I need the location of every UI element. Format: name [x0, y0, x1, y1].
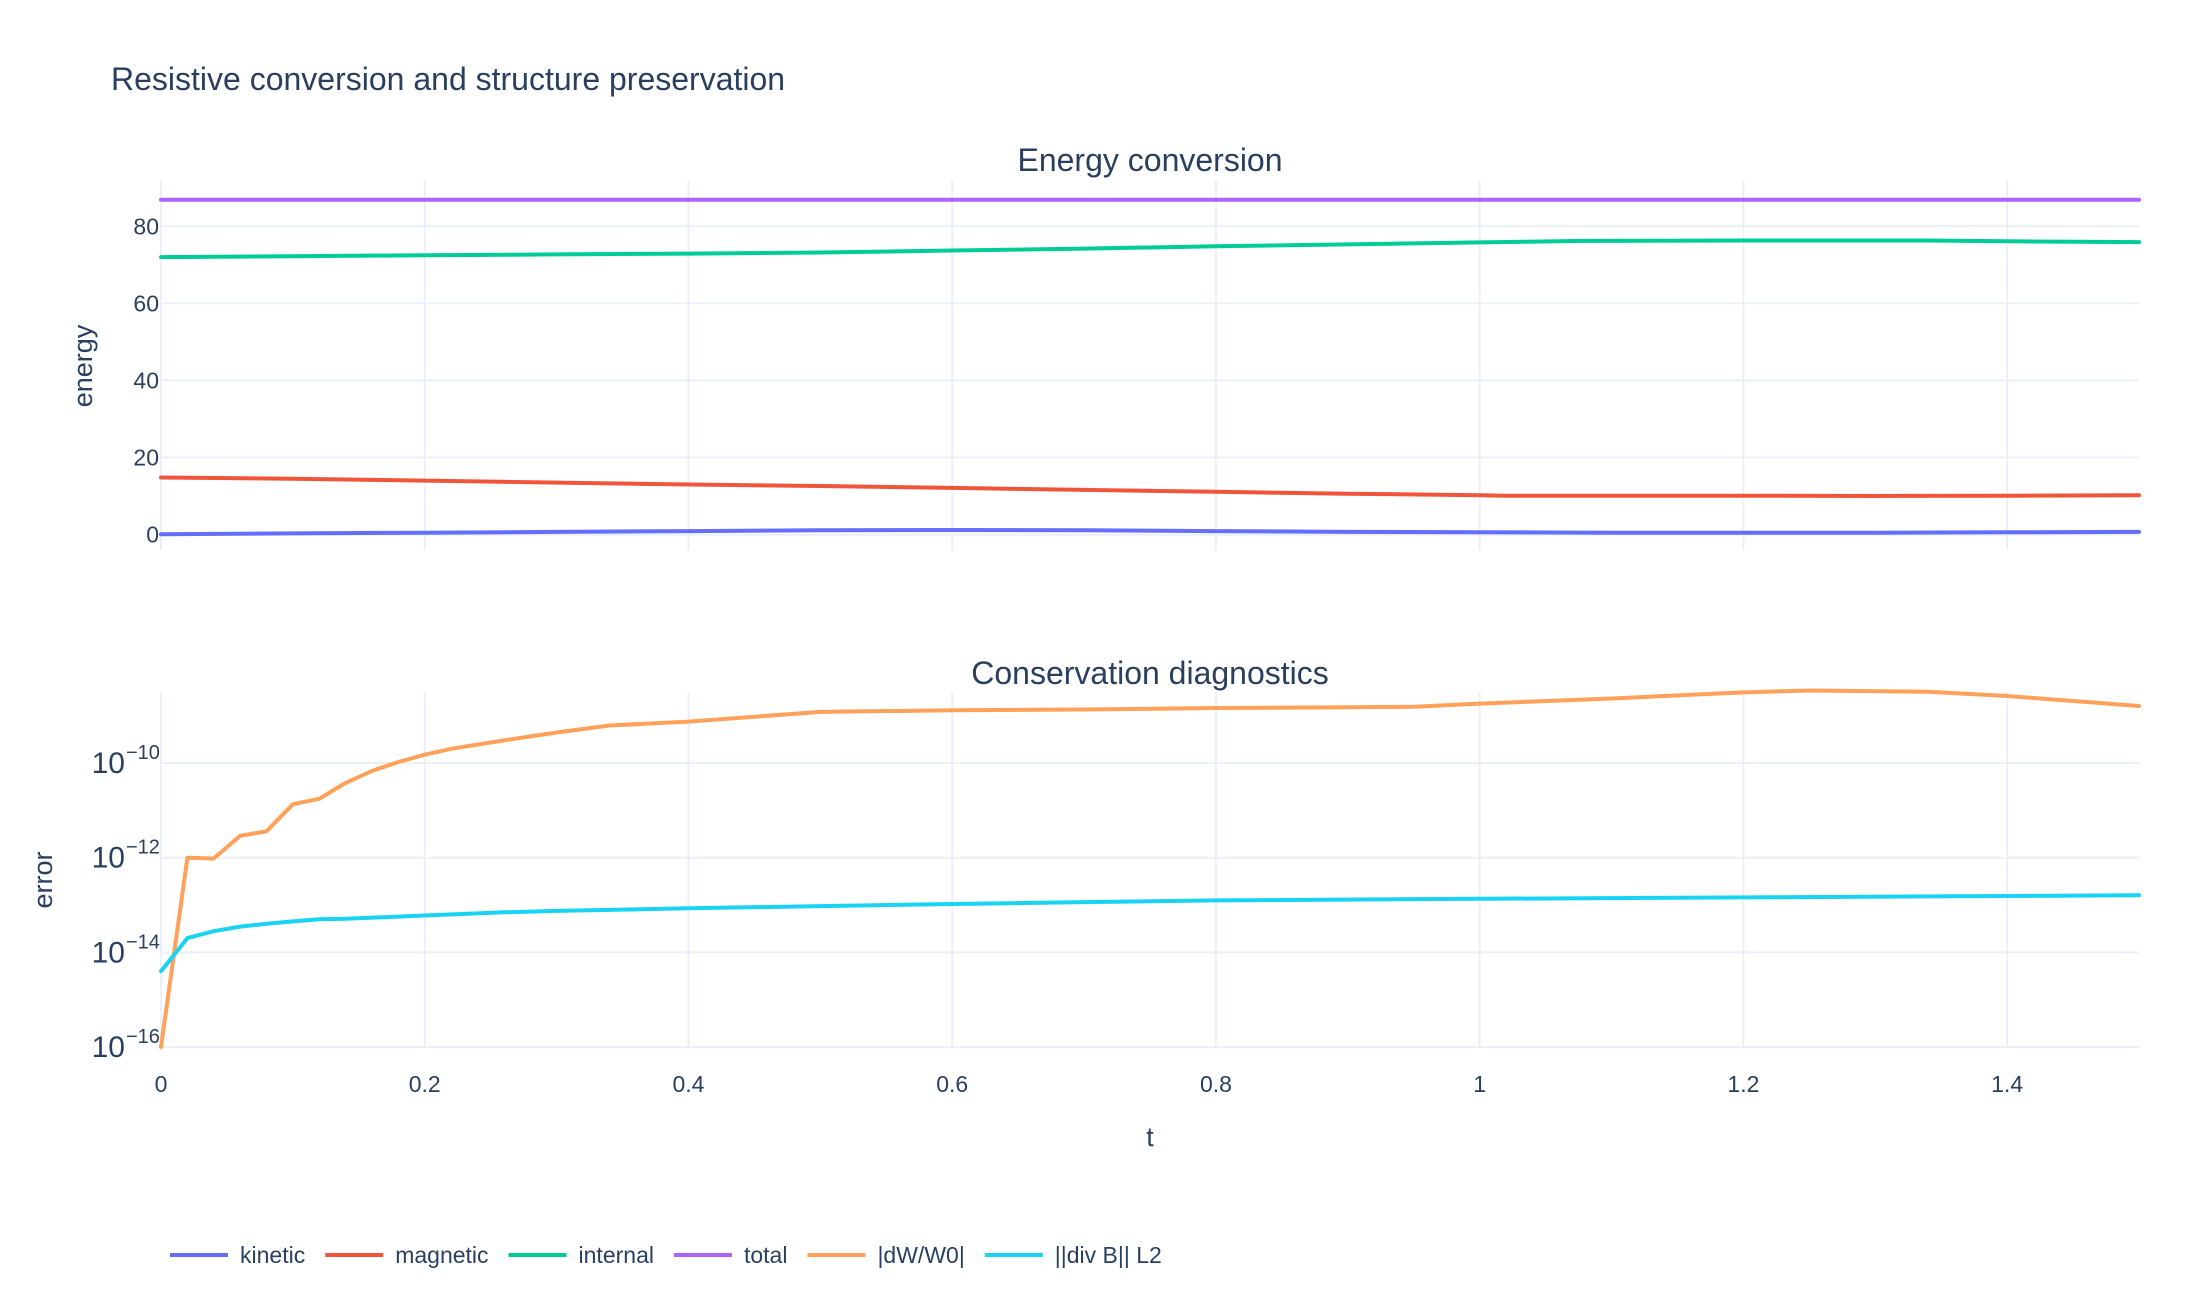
x-tick-label: 0.2 [409, 1071, 441, 1097]
series-line-|dW/W0| [159, 688, 2141, 1049]
legend-label: internal [579, 1242, 654, 1268]
diagnostics-y-tick-label: 10 [92, 1031, 125, 1064]
diagnostics-panel-title: Conservation diagnostics [971, 655, 1329, 691]
legend-label: kinetic [240, 1242, 305, 1268]
series-line-internal [159, 238, 2141, 260]
energy-y-tick-label: 0 [146, 522, 159, 548]
diagnostics-y-axis-title: error [28, 851, 58, 908]
energy-traces [159, 197, 2141, 537]
legend-label: total [744, 1242, 787, 1268]
diagnostics-x-ticks: 0 0.2 0.4 0.6 0.8 1 1.2 1.4 [155, 1071, 2024, 1097]
figure-title: Resistive conversion and structure prese… [111, 61, 785, 97]
diagnostics-y-tick-label: 10 [92, 842, 125, 875]
legend[interactable]: kinetic magnetic internal total |dW/W0| ||div… [170, 1242, 1162, 1268]
x-axis-title: t [1146, 1122, 1154, 1152]
legend-label: magnetic [395, 1242, 488, 1268]
diagnostics-y-tick-exponent: −10 [126, 742, 160, 764]
x-tick-label: 0.6 [936, 1071, 968, 1097]
legend-item[interactable]: total [673, 1242, 787, 1268]
energy-y-tick-label: 80 [133, 213, 159, 239]
energy-y-tick-label: 20 [133, 445, 159, 471]
x-tick-label: 0.4 [672, 1071, 704, 1097]
x-tick-label: 1.4 [1991, 1071, 2023, 1097]
energy-panel: Energy conversion 0 20 40 60 80 energy [68, 142, 2141, 550]
energy-panel-title: Energy conversion [1017, 142, 1282, 178]
energy-y-tick-label: 60 [133, 290, 159, 316]
series-line-||div B|| L2 [159, 893, 2141, 974]
diagnostics-y-tick-label: 10 [92, 936, 125, 969]
energy-y-tick-label: 40 [133, 367, 159, 393]
diagnostics-gridlines [160, 692, 2139, 1048]
diagnostics-y-tick-exponent: −16 [126, 1026, 160, 1048]
energy-y-axis-title: energy [68, 324, 98, 407]
diagnostics-y-tick-exponent: −14 [126, 931, 160, 953]
legend-item[interactable]: magnetic [325, 1242, 489, 1268]
x-tick-label: 1.2 [1727, 1071, 1759, 1097]
series-line-magnetic [159, 475, 2141, 498]
legend-item[interactable]: |dW/W0| [807, 1242, 965, 1268]
legend-item[interactable]: ||div B|| L2 [984, 1242, 1162, 1268]
legend-label: ||div B|| L2 [1055, 1242, 1162, 1268]
x-tick-label: 0.8 [1200, 1071, 1232, 1097]
energy-y-ticks: 0 20 40 60 80 [133, 213, 159, 547]
legend-item[interactable]: kinetic [170, 1242, 305, 1268]
series-line-kinetic [159, 528, 2141, 537]
legend-label: |dW/W0| [877, 1242, 964, 1268]
diagnostics-y-tick-exponent: −12 [126, 837, 160, 859]
x-tick-label: 1 [1473, 1071, 1486, 1097]
legend-item[interactable]: internal [508, 1242, 654, 1268]
diagnostics-panel: Conservation diagnostics 0 0.2 0.4 0.6 0.8 1 1… [28, 655, 2141, 1152]
diagnostics-y-tick-label: 10 [92, 747, 125, 780]
diagnostics-traces [159, 688, 2141, 1049]
x-tick-label: 0 [155, 1071, 168, 1097]
